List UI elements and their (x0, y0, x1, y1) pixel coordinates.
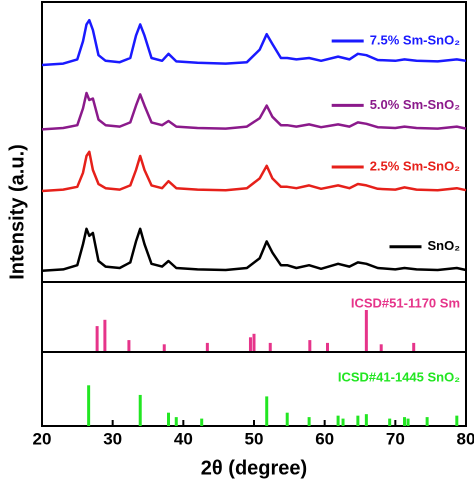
x-tick-label: 40 (174, 429, 193, 448)
x-tick-label: 60 (315, 429, 334, 448)
x-axis-label: 2θ (degree) (201, 457, 307, 479)
reference-label: ICSD#41-1445 SnO₂ (338, 369, 460, 384)
line-series (41, 18, 467, 67)
x-tick-label: 80 (457, 429, 474, 448)
x-tick-label: 70 (386, 429, 405, 448)
x-tick-label: 20 (33, 429, 52, 448)
line-series (41, 227, 467, 273)
x-tick-label: 30 (103, 429, 122, 448)
line-series (41, 91, 467, 131)
panel-frame (41, 351, 467, 427)
legend-label: 7.5% Sm-SnO₂ (370, 32, 461, 47)
x-tick-label: 50 (245, 429, 264, 448)
line-series (41, 150, 467, 193)
reference-label: ICSD#51-1170 Sm (351, 295, 460, 310)
legend-label: 2.5% Sm-SnO₂ (370, 158, 461, 173)
legend-label: SnO₂ (428, 238, 461, 253)
legend-label: 5.0% Sm-SnO₂ (370, 97, 461, 112)
y-axis-label: Intensity (a.u.) (6, 144, 28, 280)
